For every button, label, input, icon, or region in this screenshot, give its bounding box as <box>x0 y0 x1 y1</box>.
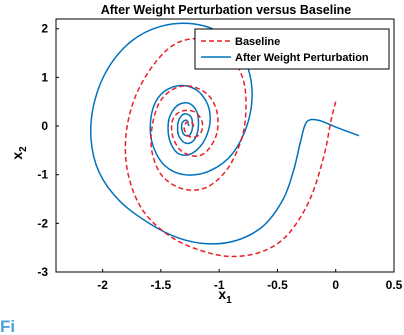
y-tick-label: 2 <box>41 22 48 36</box>
y-tick-label: -1 <box>37 168 48 182</box>
y-tick-label: 0 <box>41 119 48 133</box>
x-tick-label: -0.5 <box>267 278 288 292</box>
legend-label-after-weight-perturbation: After Weight Perturbation <box>235 52 369 64</box>
y-axis-label-main: x <box>9 152 25 160</box>
x-axis: -2 -1.5 -1 -0.5 0 0.5 <box>97 269 403 292</box>
x-tick-label: -1.5 <box>151 278 172 292</box>
y-axis: -3 -2 -1 0 1 2 <box>37 22 59 279</box>
x-axis-label-main: x <box>218 286 226 302</box>
y-tick-label: 1 <box>41 70 48 84</box>
x-axis-label-subscript: 1 <box>226 295 232 306</box>
series-layer <box>90 22 360 258</box>
y-tick-label: -3 <box>37 265 48 279</box>
x-tick-label: -1 <box>214 278 225 292</box>
y-tick-label: -2 <box>37 216 48 230</box>
legend-label-baseline: Baseline <box>235 36 280 48</box>
x-tick-label: 0 <box>332 278 339 292</box>
series-line-after-weight-perturbation <box>90 22 360 245</box>
x-tick-label: -2 <box>97 278 108 292</box>
figure-corner-glyph: Fi <box>0 317 15 335</box>
x-tick-label: 0.5 <box>386 278 403 292</box>
y-axis-label-subscript: 2 <box>18 146 29 152</box>
x-axis-label: x1 <box>218 286 232 306</box>
legend: Baseline After Weight Perturbation <box>194 28 390 70</box>
chart-title: After Weight Perturbation versus Baselin… <box>101 3 352 17</box>
y-axis-label: x2 <box>9 146 29 160</box>
series-line-baseline <box>124 37 337 258</box>
legend-box <box>194 28 390 70</box>
